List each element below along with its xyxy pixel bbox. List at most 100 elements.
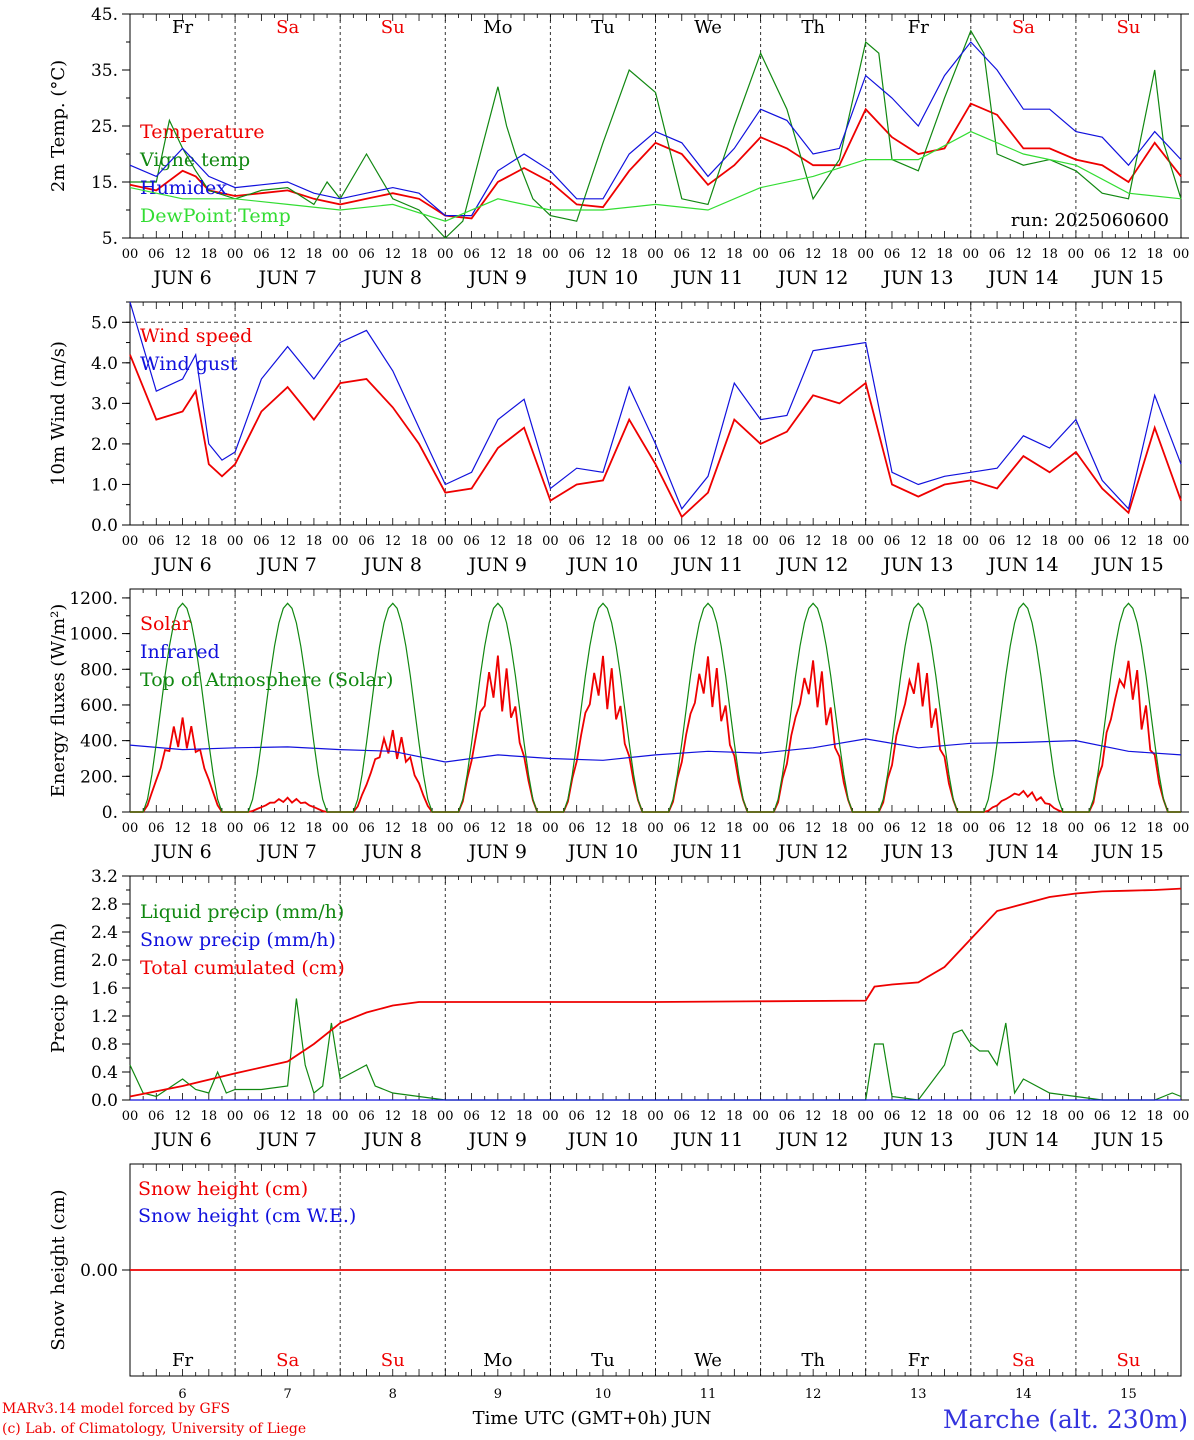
hour-tick-label: 00	[1068, 1109, 1085, 1124]
y-tick-label: 0.8	[91, 1035, 118, 1055]
day-abbr-label: Sa	[276, 17, 299, 38]
panel-5: 0.00 Snow height (cm) Snow height (cm) Snow…	[48, 1163, 1189, 1402]
panel-3: 1200. 1000. 800. 600. 400. 200. 0. Energy fluxe…	[48, 588, 1190, 863]
hour-tick-label: 00	[437, 1109, 454, 1124]
hour-tick-label: 18	[621, 534, 638, 549]
hour-tick-label: 12	[595, 1109, 612, 1124]
y-tick-label: 1000.	[69, 625, 118, 645]
hour-tick-label: 12	[1120, 821, 1137, 836]
hour-tick-label: 00	[752, 247, 769, 262]
hour-tick-label: 00	[752, 1109, 769, 1124]
hour-tick-label: 06	[148, 1109, 165, 1124]
date-label: JUN 7	[256, 554, 316, 576]
hour-tick-label: 00	[1173, 821, 1190, 836]
hour-tick-label: 12	[910, 534, 927, 549]
model-credit: MARv3.14 model forced by GFS	[2, 1401, 230, 1417]
day-abbr-label: Th	[801, 17, 825, 38]
hour-tick-label: 06	[989, 534, 1006, 549]
hour-tick-label: 06	[358, 821, 375, 836]
hour-tick-label: 00	[647, 1109, 664, 1124]
date-label: JUN 15	[1091, 267, 1163, 289]
date-label: JUN 8	[362, 1129, 422, 1151]
hour-tick-label: 00	[542, 247, 559, 262]
hour-tick-label: 12	[384, 534, 401, 549]
hour-tick-label: 18	[621, 247, 638, 262]
hour-tick-label: 18	[936, 247, 953, 262]
hour-tick-label: 18	[831, 247, 848, 262]
hour-tick-label: 06	[674, 1109, 691, 1124]
hour-tick-label: 00	[332, 534, 349, 549]
hour-tick-label: 00	[437, 247, 454, 262]
hour-tick-label: 18	[1146, 821, 1163, 836]
hour-tick-label: 12	[490, 247, 507, 262]
hour-tick-label: 06	[568, 821, 585, 836]
date-label: JUN 15	[1091, 1129, 1163, 1151]
hour-tick-label: 00	[122, 821, 139, 836]
hour-tick-label: 18	[831, 534, 848, 549]
date-label: JUN 14	[986, 267, 1058, 289]
date-label: JUN 12	[776, 267, 848, 289]
hour-tick-label: 00	[1173, 534, 1190, 549]
hour-tick-label: 12	[1015, 247, 1032, 262]
hour-tick-label: 00	[857, 1109, 874, 1124]
hour-tick-label: 18	[1146, 1109, 1163, 1124]
legend-entry: Snow precip (mm/h)	[140, 929, 336, 951]
hour-tick-label: 00	[227, 1109, 244, 1124]
hour-tick-label: 00	[1068, 821, 1085, 836]
hour-tick-label: 06	[358, 247, 375, 262]
series-line-liquid-precip-mm-h	[129, 998, 1182, 1101]
legend-entry: Top of Atmosphere (Solar)	[140, 669, 393, 691]
hour-tick-label: 00	[857, 534, 874, 549]
date-label: JUN 7	[256, 841, 316, 863]
day-abbr-label: Sa	[1012, 1350, 1035, 1371]
hour-tick-label: 06	[253, 534, 270, 549]
y-tick-label: 800.	[80, 660, 118, 680]
hour-tick-label: 00	[122, 247, 139, 262]
hour-tick-label: 06	[463, 534, 480, 549]
hour-tick-label: 06	[989, 1109, 1006, 1124]
hour-tick-label: 12	[384, 821, 401, 836]
hour-tick-label: 12	[910, 1109, 927, 1124]
hour-tick-label: 06	[463, 247, 480, 262]
hour-tick-label: 06	[884, 247, 901, 262]
hour-tick-label: 06	[148, 821, 165, 836]
day-abbr-label: We	[694, 17, 722, 38]
day-number-label: 9	[494, 1387, 502, 1402]
hour-tick-label: 12	[384, 247, 401, 262]
day-abbr-label: Fr	[908, 1350, 929, 1371]
hour-tick-label: 18	[621, 821, 638, 836]
day-number-label: 11	[700, 1387, 717, 1402]
day-number-label: 10	[595, 1387, 612, 1402]
panel-1: 45. 35. 25. 15. 5. 2m Temp. (°C) Temperature Vi…	[48, 5, 1189, 289]
hour-tick-label: 18	[1041, 1109, 1058, 1124]
y-tick-label: 2.0	[91, 435, 118, 455]
x-axis-label: Time UTC (GMT+0h) JUN	[473, 1408, 712, 1429]
hour-tick-label: 00	[647, 247, 664, 262]
hour-tick-label: 06	[989, 821, 1006, 836]
hour-tick-label: 18	[936, 821, 953, 836]
day-abbr-label: Tu	[591, 17, 615, 38]
y-tick-label: 1200.	[69, 589, 118, 609]
hour-tick-label: 12	[174, 1109, 191, 1124]
hour-tick-label: 06	[1094, 534, 1111, 549]
hour-tick-label: 18	[621, 1109, 638, 1124]
hour-tick-label: 00	[1068, 247, 1085, 262]
hour-tick-label: 18	[1041, 821, 1058, 836]
date-label: JUN 15	[1091, 554, 1163, 576]
hour-tick-label: 18	[411, 1109, 428, 1124]
hour-tick-label: 12	[1120, 534, 1137, 549]
day-number-label: 7	[284, 1387, 292, 1402]
hour-tick-label: 18	[831, 821, 848, 836]
hour-tick-label: 12	[805, 247, 822, 262]
day-abbr-label: Fr	[908, 17, 929, 38]
day-abbr-label: Su	[1116, 17, 1140, 38]
hour-tick-label: 06	[148, 534, 165, 549]
hour-tick-label: 18	[516, 247, 533, 262]
hour-tick-label: 18	[306, 247, 323, 262]
hour-tick-label: 00	[963, 534, 980, 549]
panel-frame	[129, 301, 1182, 526]
hour-tick-label: 06	[253, 1109, 270, 1124]
panel-4: 3.2 2.8 2.4 2.0 1.6 1.2 0.8 0.4 0.0 Precip (mm/h)…	[48, 867, 1189, 1151]
y-axis-label: 10m Wind (m/s)	[48, 341, 69, 486]
hour-tick-label: 12	[910, 247, 927, 262]
